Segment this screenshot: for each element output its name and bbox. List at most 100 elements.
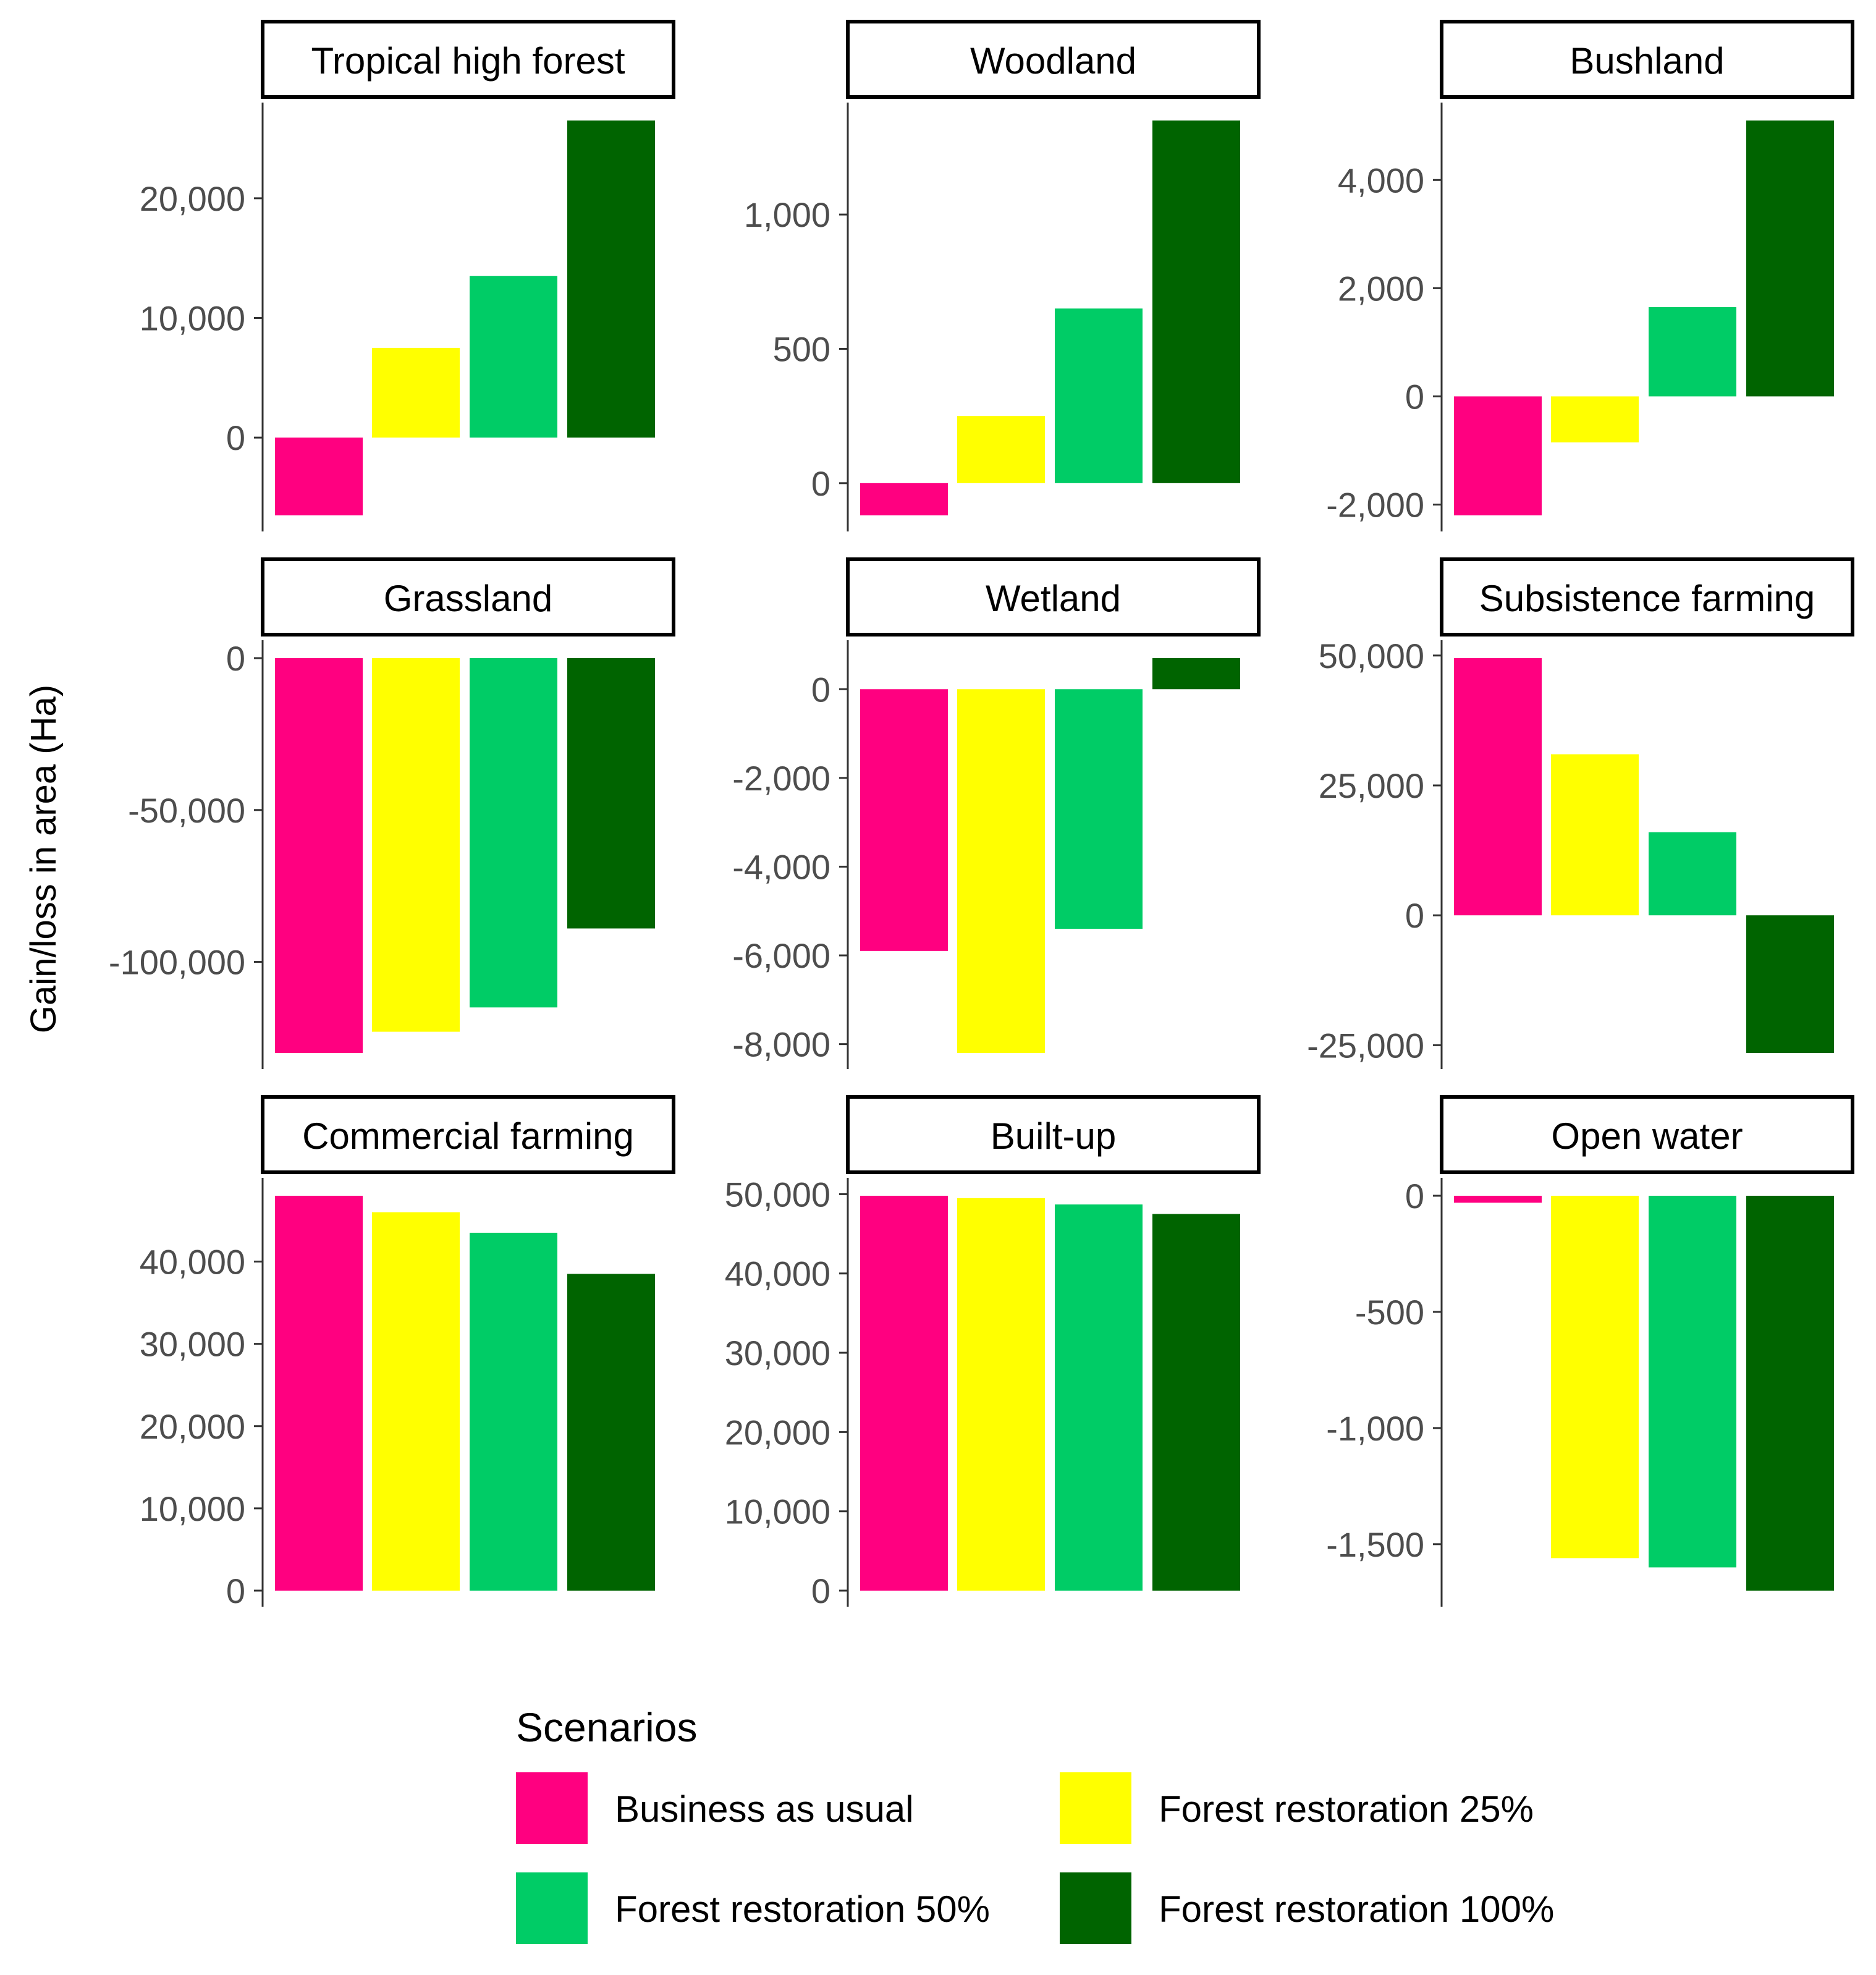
bar-forest-restoration-50: [470, 276, 557, 438]
legend-label: Forest restoration 50%: [615, 1888, 990, 1930]
panels: Tropical high forest 0 10,000 20,000 Woodlan…: [109, 20, 1854, 1610]
y-tick-label: -100,000: [109, 943, 245, 982]
y-tick-label: -2,000: [732, 759, 830, 798]
y-tick-label: 0: [811, 1571, 830, 1610]
legend-items: Business as usual Forest restoration 25% F…: [516, 1772, 1554, 1944]
bar-forest-restoration-100: [1746, 915, 1834, 1053]
bar-forest-restoration-25: [372, 658, 460, 1032]
bar-forest-restoration-25: [372, 347, 460, 438]
legend-item-forest-restoration-100: Forest restoration 100%: [1060, 1872, 1554, 1944]
bar-forest-restoration-100: [1746, 1196, 1834, 1591]
legend-swatch: [1060, 1872, 1131, 1944]
bar-business-as-usual: [275, 438, 363, 515]
bar-forest-restoration-25: [1551, 396, 1639, 442]
panel-header: [261, 1095, 675, 1174]
y-tick-label: 0: [811, 670, 830, 709]
y-tick-label: 50,000: [725, 1175, 830, 1214]
panel-title: Tropical high forest: [311, 40, 625, 82]
bar-forest-restoration-25: [1551, 754, 1639, 916]
y-tick-label: 4,000: [1338, 161, 1424, 200]
y-tick-label: 40,000: [140, 1243, 245, 1282]
bar-forest-restoration-25: [957, 1198, 1045, 1591]
panel-title: Built-up: [991, 1115, 1116, 1157]
y-tick-label: 0: [226, 1571, 245, 1610]
panel-header: [1440, 20, 1854, 99]
legend-item-forest-restoration-50: Forest restoration 50%: [516, 1872, 990, 1944]
y-tick-label: 30,000: [140, 1325, 245, 1364]
bar-business-as-usual: [1454, 396, 1542, 515]
bar-forest-restoration-50: [1649, 1196, 1736, 1568]
bar-forest-restoration-25: [1551, 1196, 1639, 1558]
panel-title: Bushland: [1570, 40, 1724, 82]
panel-bushland: Bushland -2,000 0 2,000 4,000: [1326, 20, 1854, 531]
y-tick-label: -2,000: [1326, 485, 1424, 524]
bar-business-as-usual: [860, 689, 948, 951]
legend: Scenarios Business as usual Forest restor…: [516, 1704, 1554, 1944]
panel-header: [846, 1095, 1261, 1174]
legend-title: Scenarios: [516, 1704, 698, 1750]
bar-business-as-usual: [1454, 658, 1542, 916]
bar-forest-restoration-50: [1055, 308, 1143, 483]
y-tick-label: 10,000: [725, 1492, 830, 1531]
y-tick-label: 20,000: [725, 1413, 830, 1452]
panel-commercial-farming: Commercial farming 0 10,000 20,000 30,000 40,…: [140, 1095, 675, 1610]
legend-item-business-as-usual: Business as usual: [516, 1772, 914, 1844]
y-tick-label: -50,000: [128, 791, 245, 830]
y-tick-label: 0: [811, 464, 830, 503]
panel-header: [846, 20, 1261, 99]
y-tick-label: 10,000: [140, 1489, 245, 1528]
y-tick-label: 30,000: [725, 1334, 830, 1372]
y-tick-label: -25,000: [1307, 1026, 1424, 1065]
bar-forest-restoration-25: [372, 1212, 460, 1591]
y-tick-label: -1,000: [1326, 1409, 1424, 1448]
panel-title: Commercial farming: [302, 1115, 634, 1157]
panel-title: Open water: [1551, 1115, 1743, 1157]
y-tick-label: -8,000: [732, 1025, 830, 1064]
bar-forest-restoration-100: [1152, 1214, 1240, 1591]
y-tick-label: 0: [226, 418, 245, 457]
y-tick-label: 40,000: [725, 1254, 830, 1293]
y-tick-label: 25,000: [1319, 766, 1424, 805]
bar-business-as-usual: [860, 483, 948, 515]
panel-title: Grassland: [384, 578, 552, 619]
bar-forest-restoration-50: [1055, 1204, 1143, 1591]
bar-forest-restoration-50: [470, 658, 557, 1008]
panel-title: Wetland: [986, 578, 1121, 619]
legend-label: Business as usual: [615, 1788, 914, 1830]
bar-forest-restoration-50: [1055, 689, 1143, 929]
panel-tropical-high-forest: Tropical high forest 0 10,000 20,000: [140, 20, 675, 531]
bar-forest-restoration-25: [957, 689, 1045, 1053]
y-tick-label: -6,000: [732, 936, 830, 975]
legend-swatch: [1060, 1772, 1131, 1844]
bar-business-as-usual: [275, 1196, 363, 1591]
bar-forest-restoration-25: [957, 416, 1045, 483]
panel-built-up: Built-up 0 10,000 20,000 30,000 40,000 50,000: [725, 1095, 1261, 1610]
bar-forest-restoration-50: [1649, 307, 1736, 397]
panel-grassland: Grassland -100,000 -50,000 0: [109, 557, 675, 1069]
panel-title: Subsistence farming: [1479, 578, 1815, 619]
panel-subsistence-farming: Subsistence farming -25,000 0 25,000 50,000: [1307, 557, 1854, 1069]
panel-header: [1440, 557, 1854, 636]
bar-forest-restoration-50: [470, 1232, 557, 1591]
panel-wetland: Wetland -8,000 -6,000 -4,000 -2,000 0: [732, 557, 1261, 1069]
panel-woodland: Woodland 0 500 1,000: [744, 20, 1261, 531]
bar-forest-restoration-100: [1746, 121, 1834, 397]
bar-business-as-usual: [275, 658, 363, 1053]
y-tick-label: 50,000: [1319, 636, 1424, 675]
panel-header: [846, 557, 1261, 636]
y-tick-label: 500: [773, 329, 830, 368]
y-tick-label: -500: [1355, 1293, 1424, 1332]
panel-open-water: Open water -1,500 -1,000 -500 0: [1326, 1095, 1854, 1607]
bar-forest-restoration-100: [567, 121, 655, 438]
y-tick-label: 0: [226, 639, 245, 678]
y-tick-label: 0: [1405, 896, 1424, 935]
y-tick-label: 20,000: [140, 179, 245, 218]
bar-forest-restoration-100: [1152, 121, 1240, 483]
bar-forest-restoration-100: [1152, 658, 1240, 690]
y-axis-label: Gain/loss in area (Ha): [23, 685, 64, 1033]
y-tick-label: 0: [1405, 1177, 1424, 1216]
panel-header: [261, 557, 675, 636]
legend-item-forest-restoration-25: Forest restoration 25%: [1060, 1772, 1534, 1844]
panel-header: [261, 20, 675, 99]
